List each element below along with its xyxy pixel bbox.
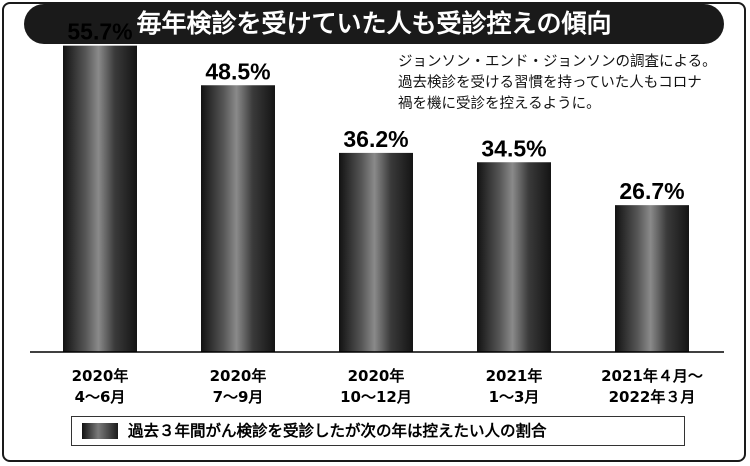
bar-value-label-3: 36.2%: [343, 126, 408, 152]
category-label-5-line-1: 2021年４月〜: [601, 367, 703, 385]
source-note-line-1: ジョンソン・エンド・ジョンソンの調査による。: [398, 54, 717, 70]
bar-2: [201, 85, 275, 352]
source-note-line-2: 過去検診を受ける習慣を持っていた人もコロナ: [398, 75, 702, 91]
bar-3: [339, 152, 413, 352]
title-bar: 毎年検診を受けていた人も受診控えの傾向: [24, 4, 724, 44]
bar-value-label-5: 26.7%: [619, 178, 684, 204]
category-label-4-line-2: 1〜3月: [489, 388, 540, 406]
category-label-4-line-1: 2021年: [486, 367, 543, 385]
category-label-3-line-1: 2020年: [348, 367, 405, 385]
category-label-5-line-2: 2022年３月: [609, 388, 696, 406]
bar-value-label-2: 48.5%: [205, 58, 270, 84]
category-label-1-line-1: 2020年: [72, 367, 129, 385]
source-note-line-3: 禍を機に受診を控えるように。: [398, 96, 601, 112]
bar-value-label-4: 34.5%: [481, 135, 546, 161]
legend: 過去３年間がん検診を受診したが次の年は控えたい人の割合: [71, 416, 685, 446]
category-label-2-line-1: 2020年: [210, 367, 267, 385]
source-note: ジョンソン・エンド・ジョンソンの調査による。 過去検診を受ける習慣を持っていた人…: [398, 52, 743, 115]
category-label-2-line-2: 7〜9月: [213, 388, 264, 406]
legend-swatch: [82, 423, 118, 439]
bar-1: [63, 45, 137, 353]
chart-title: 毎年検診を受けていた人も受診控えの傾向: [136, 9, 612, 38]
bar-value-label-1: 55.7%: [67, 19, 132, 45]
bar-5: [615, 205, 689, 352]
category-label-3-line-2: 10〜12月: [340, 388, 412, 406]
bar-4: [477, 162, 551, 352]
legend-label: 過去３年間がん検診を受診したが次の年は控えたい人の割合: [128, 422, 547, 440]
category-label-1-line-2: 4〜6月: [75, 388, 126, 406]
